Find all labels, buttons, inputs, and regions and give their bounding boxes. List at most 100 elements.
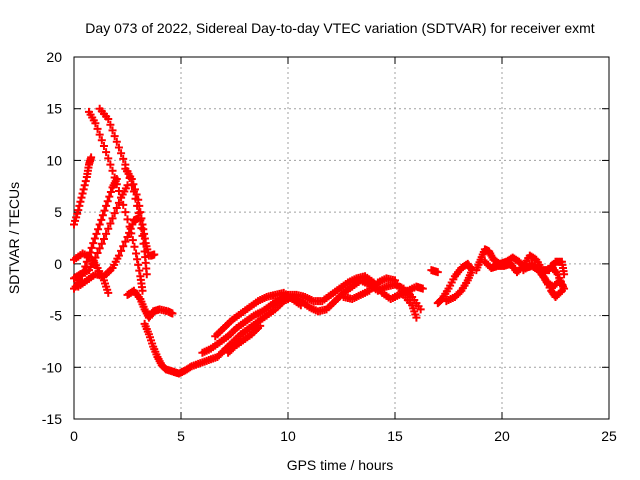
data-point [106,160,115,169]
data-point [114,251,123,260]
data-point [123,215,132,224]
data-point [97,136,106,145]
data-point [108,126,117,135]
data-point [105,192,114,201]
data-point [98,211,107,220]
data-point [79,185,88,194]
series-arc-p [427,266,442,277]
data-point [114,143,123,152]
y-tick-label: 15 [46,101,62,117]
y-tick-label: 5 [54,204,62,220]
data-point [137,214,146,223]
data-point [76,197,85,206]
data-point [90,234,99,243]
data-point [100,206,109,215]
data-point [168,309,177,318]
series-arc-i [123,286,177,322]
data-point [125,222,134,231]
data-point [106,219,115,228]
data-point [104,154,113,163]
series-arc-b [70,175,121,293]
data-point [418,284,427,293]
data-point [112,137,121,146]
data-point [117,246,126,255]
x-tick-label: 10 [280,428,296,444]
series-arc-q [433,259,477,308]
data-point [121,208,130,217]
data-point [119,200,128,209]
data-point [99,141,108,150]
data-point [142,270,151,279]
series-arc-j [147,250,159,260]
data-point [95,220,104,229]
data-point [136,208,145,217]
plot-frame [73,56,610,420]
data-point [102,148,111,157]
series-arc-h [121,164,153,260]
x-axis-label: GPS time / hours [287,457,394,473]
series-arc-l [198,272,427,357]
series-arc-a [70,153,96,229]
data-point [119,242,128,251]
data-point [433,268,442,277]
y-tick-label: -15 [42,411,62,427]
data-point [91,119,100,128]
y-tick-label: 0 [54,256,62,272]
data-point [132,249,141,258]
data-point [132,190,141,199]
series-arc-f [84,107,147,295]
y-axis-label: SDTVAR / TECUs [6,182,22,294]
data-point [87,153,96,162]
data-point [77,193,86,202]
data-point [110,209,119,218]
data-point [128,236,137,245]
data-point [130,242,139,251]
data-point [103,197,112,206]
x-tick-label: 20 [494,428,510,444]
data-point [114,186,123,195]
data-point [134,260,143,269]
data-point [110,132,119,141]
data-point [92,229,101,238]
data-point [135,266,144,275]
x-tick-label: 0 [70,428,78,444]
data-point [97,239,106,248]
data-point [129,180,138,189]
data-point [135,201,144,210]
chart-title: Day 073 of 2022, Sidereal Day-to-day VTE… [85,20,594,36]
data-point [127,175,136,184]
y-tick-label: 10 [46,152,62,168]
data-point [133,255,142,264]
data-point [416,305,425,314]
data-point [112,180,121,189]
data-point [442,297,451,306]
data-point [412,313,421,322]
data-point [127,229,136,238]
y-tick-label: -10 [42,359,62,375]
data-point [93,124,102,133]
data-point [93,248,102,257]
data-point [106,187,115,196]
data-point [130,185,139,194]
data-point [102,201,111,210]
data-point [99,235,108,244]
data-point [74,206,83,215]
x-tick-label: 25 [601,428,617,444]
data-point [94,225,103,234]
data-point [110,173,119,182]
data-point [78,189,87,198]
data-point [134,195,143,204]
grid-lines [74,57,609,419]
series-arc-t [519,259,569,293]
data-point [114,198,123,207]
data-point [80,181,89,190]
data-point [119,154,128,163]
data-point [296,301,305,310]
data-point [97,215,106,224]
data-point [106,120,115,129]
x-axis: 0 5 10 15 20 25 [70,57,617,444]
series-arc-m [211,288,305,341]
data-point [104,115,113,124]
data-point [95,130,104,139]
